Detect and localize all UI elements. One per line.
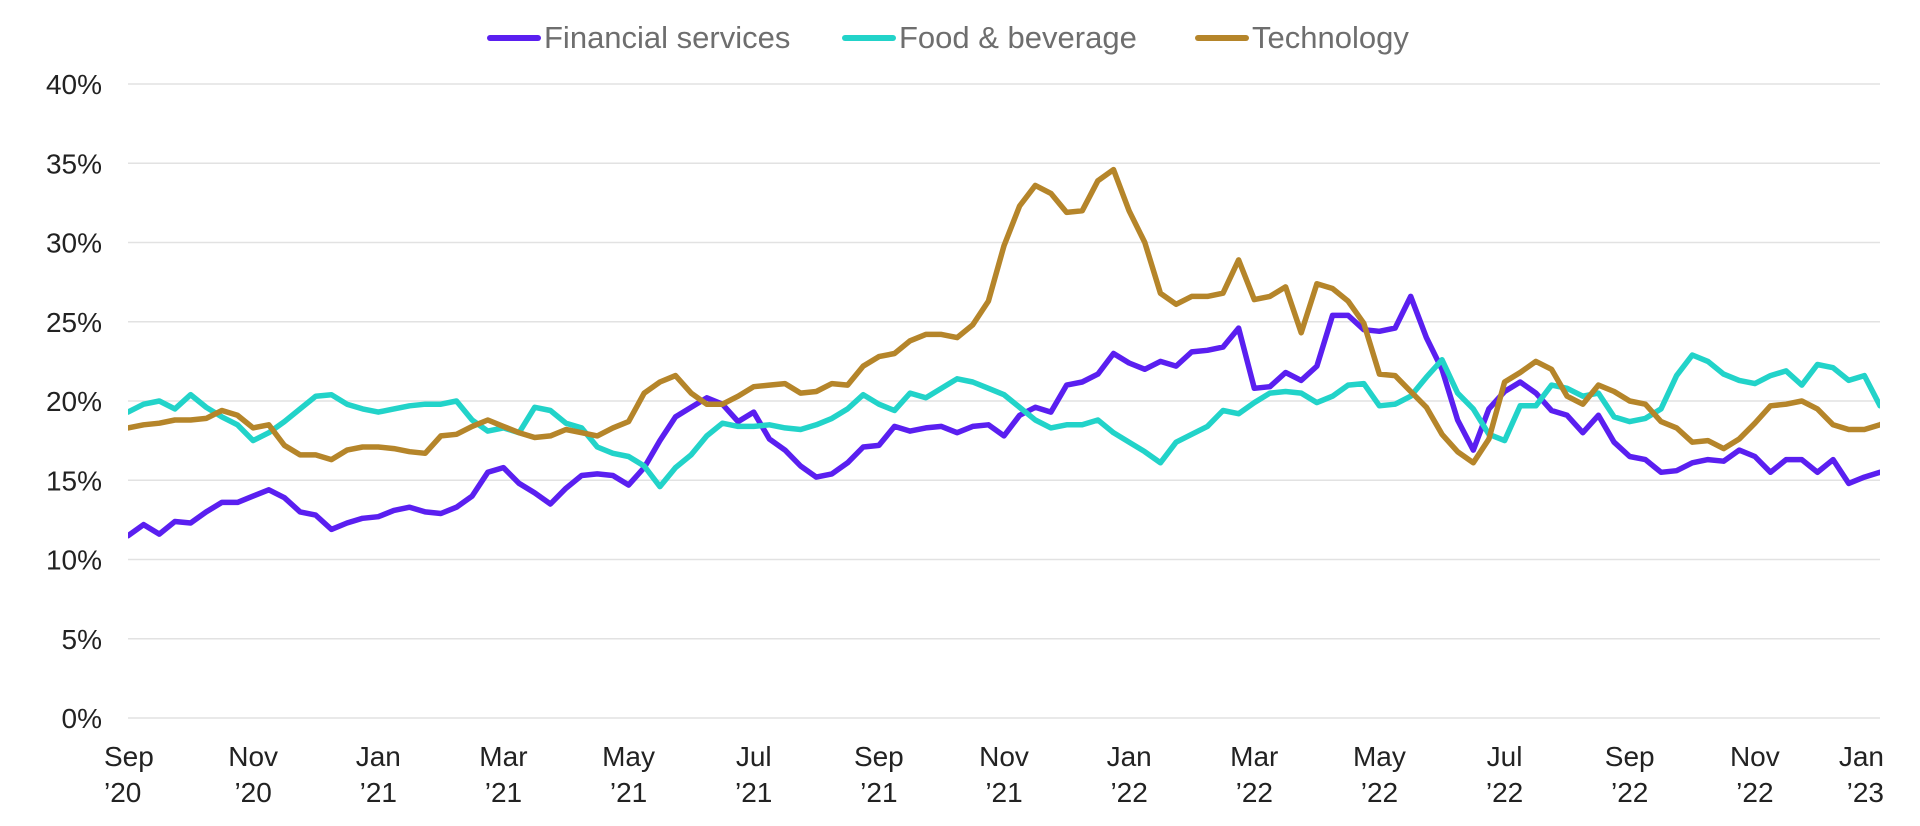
series-line-technology — [128, 166, 1880, 466]
x-tick-label-month: Nov — [1730, 741, 1780, 772]
y-tick-label: 30% — [46, 228, 102, 259]
series-line-food-beverage — [128, 352, 1880, 490]
legend-item: Financial services — [487, 20, 790, 55]
x-tick-label-month: Sep — [1605, 741, 1655, 772]
x-tick-label-month: Jul — [1487, 741, 1523, 772]
x-axis: Sep ’20 Nov ’20 Jan ’21 Mar ’21 May ’21 Jul ’21 Sep ’… — [104, 741, 1884, 808]
legend-label: Technology — [1252, 20, 1409, 55]
x-tick-label-year: ’20 — [234, 777, 271, 808]
chart-legend: Financial services Food & beverage Technol… — [487, 20, 1409, 55]
series-line-financial-services — [128, 293, 1880, 539]
x-tick-label-year: ’22 — [1486, 777, 1523, 808]
x-tick-label-month: Jul — [736, 741, 772, 772]
y-tick-label: 35% — [46, 148, 102, 179]
x-tick-label-month: Jan — [1839, 741, 1884, 772]
x-tick-label-month: May — [1353, 741, 1406, 772]
x-tick-label-year: ’21 — [735, 777, 772, 808]
y-tick-label: 0% — [62, 703, 102, 734]
x-tick-label-month: Sep — [104, 741, 154, 772]
x-tick-label-year: ’22 — [1361, 777, 1398, 808]
x-tick-label-year: ’21 — [485, 777, 522, 808]
x-tick-label-year: ’22 — [1736, 777, 1773, 808]
x-tick-label-year: ’22 — [1110, 777, 1147, 808]
x-tick-label-year: ’22 — [1611, 777, 1648, 808]
legend-label: Financial services — [544, 20, 790, 55]
x-tick-label-month: Nov — [228, 741, 278, 772]
x-tick-label-year: ’21 — [360, 777, 397, 808]
y-tick-label: 15% — [46, 465, 102, 496]
x-tick-label-month: Nov — [979, 741, 1029, 772]
y-tick-label: 10% — [46, 545, 102, 576]
gridlines — [128, 83, 1880, 719]
x-tick-label-year: ’20 — [104, 777, 141, 808]
y-axis: 0% 5% 10% 15% 20% 25% 30% 35% 40% — [46, 69, 102, 734]
x-tick-label-month: May — [602, 741, 655, 772]
x-tick-label-month: Jan — [1107, 741, 1152, 772]
series-lines — [128, 166, 1880, 539]
legend-label: Food & beverage — [899, 20, 1137, 55]
x-tick-label-month: Mar — [479, 741, 527, 772]
legend-item: Technology — [1195, 20, 1409, 55]
legend-item: Food & beverage — [842, 20, 1137, 55]
x-tick-label-month: Jan — [356, 741, 401, 772]
x-tick-label-month: Sep — [854, 741, 904, 772]
x-tick-label-month: Mar — [1230, 741, 1278, 772]
y-tick-label: 5% — [62, 624, 102, 655]
x-tick-label-year: ’23 — [1847, 777, 1884, 808]
x-tick-label-year: ’21 — [860, 777, 897, 808]
y-tick-label: 25% — [46, 307, 102, 338]
x-tick-label-year: ’22 — [1236, 777, 1273, 808]
x-tick-label-year: ’21 — [610, 777, 647, 808]
y-tick-label: 40% — [46, 69, 102, 100]
y-tick-label: 20% — [46, 386, 102, 417]
x-tick-label-year: ’21 — [985, 777, 1022, 808]
